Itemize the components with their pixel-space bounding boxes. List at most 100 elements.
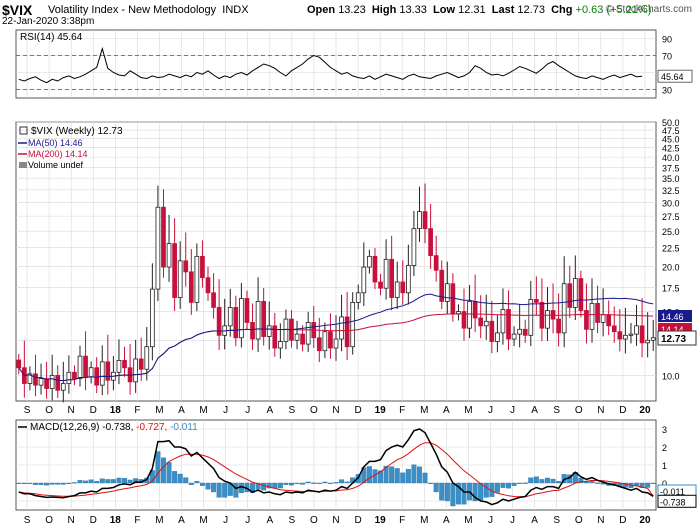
candle-down	[489, 320, 495, 342]
last-price-tag: 12.73	[661, 334, 686, 345]
macd-histogram-bar	[27, 482, 33, 484]
candle-down	[378, 281, 383, 289]
macd-histogram-bar	[88, 479, 94, 484]
macd-histogram-bar	[411, 464, 417, 484]
x-tick-label: F	[399, 515, 405, 526]
candle-down	[300, 333, 305, 345]
macd-value-tag: -0.738	[660, 497, 686, 507]
macd-histogram-bar	[455, 482, 461, 505]
macd-y-tick: 0	[662, 479, 667, 489]
x-tick-label: S	[24, 405, 31, 416]
candle-up	[144, 346, 150, 370]
candle-up	[133, 358, 138, 383]
macd-histogram-bar	[327, 482, 333, 484]
macd-histogram-bar	[211, 482, 217, 493]
x-tick-label: D	[619, 515, 626, 526]
last-value: 12.73	[517, 4, 545, 16]
x-tick-label: S	[553, 515, 560, 526]
candle-down	[606, 314, 612, 327]
macd-histogram-bar	[83, 480, 89, 484]
macd-y-tick: 1	[662, 461, 667, 471]
price-y-tick: 37.5	[662, 163, 680, 173]
x-tick-label: 18	[110, 405, 122, 416]
candle-up	[116, 360, 122, 373]
rsi-last-value-box	[657, 69, 693, 83]
candle-down	[578, 278, 584, 311]
candle-up	[394, 281, 400, 298]
candle-up	[628, 333, 634, 336]
candle-down	[639, 325, 645, 344]
candle-up	[49, 375, 55, 389]
high-value: 13.33	[399, 4, 427, 16]
macd-histogram-bar	[21, 482, 27, 485]
macd-histogram-bar	[77, 480, 83, 484]
candle-down	[428, 228, 433, 257]
price-y-tick: 22.5	[662, 244, 680, 254]
candle-up	[294, 333, 300, 341]
candle-up	[600, 314, 606, 323]
macd-histogram-bar	[544, 477, 550, 484]
macd-histogram-bar	[494, 482, 500, 493]
candle-down	[55, 375, 61, 391]
macd-histogram-bar	[238, 482, 244, 494]
macd-legend-part: -0.011	[170, 422, 198, 433]
macd-histogram-bar	[322, 481, 328, 484]
macd-histogram-bar	[522, 482, 528, 484]
open-value: 13.23	[338, 4, 366, 16]
candle-up	[177, 260, 183, 298]
macd-histogram-bar	[300, 482, 306, 485]
macd-histogram-bar	[127, 479, 133, 484]
x-tick-label: 18	[110, 515, 122, 526]
candle-up	[467, 301, 472, 329]
candle-up	[483, 320, 489, 327]
candle-down	[506, 309, 511, 340]
macd-histogram-bar	[433, 482, 439, 493]
x-tick-label: D	[90, 405, 97, 416]
candle-up	[149, 288, 155, 348]
x-tick-label: N	[68, 515, 75, 526]
macd-histogram-bar	[60, 482, 66, 485]
macd-histogram-bar	[166, 462, 172, 484]
ma50-value-box	[658, 310, 692, 322]
chg-value: +0.63 (+5.21%)	[575, 4, 652, 16]
macd-histogram-bar	[511, 482, 517, 486]
macd-value-box	[657, 494, 697, 508]
chart-header: $VIX Volatility Index - New Methodology …	[0, 0, 700, 27]
macd-histogram-bar	[133, 478, 139, 484]
candle-down	[344, 316, 350, 348]
candle-up	[517, 328, 522, 335]
x-tick-label: D	[354, 405, 361, 416]
candle-down	[461, 311, 467, 329]
x-tick-label: M	[464, 405, 472, 416]
x-tick-label: J	[223, 405, 228, 416]
macd-histogram-bar	[49, 482, 55, 485]
candle-down	[233, 307, 239, 339]
x-tick-label: S	[24, 515, 31, 526]
x-tick-label: N	[332, 515, 339, 526]
candle-up	[333, 338, 339, 349]
last-label: Last	[491, 4, 515, 16]
macd-histogram-bar	[416, 466, 422, 484]
x-tick-label: 19	[375, 405, 387, 416]
x-tick-label: J	[510, 405, 515, 416]
candle-down	[534, 299, 539, 303]
x-tick-label: S	[289, 515, 296, 526]
x-tick-label: F	[399, 405, 405, 416]
candle-down	[216, 307, 222, 336]
macd-histogram-bar	[378, 470, 384, 484]
macd-histogram-bar	[528, 477, 534, 484]
price-y-tick: 17.5	[662, 283, 680, 293]
x-tick-label: O	[45, 405, 53, 416]
macd-histogram-bar	[533, 476, 539, 484]
macd-histogram-bar	[32, 482, 38, 485]
x-tick-label: 19	[375, 515, 387, 526]
macd-histogram-bar	[44, 482, 50, 486]
source-credit: © StockCharts.com	[605, 4, 692, 15]
high-label: High	[371, 4, 397, 16]
macd-histogram-bar	[472, 482, 478, 502]
rsi-line	[18, 46, 643, 84]
macd-histogram-bar	[422, 472, 428, 484]
rsi-y-tick: 30	[662, 86, 672, 96]
macd-legend-part: -0.738,	[102, 422, 136, 433]
